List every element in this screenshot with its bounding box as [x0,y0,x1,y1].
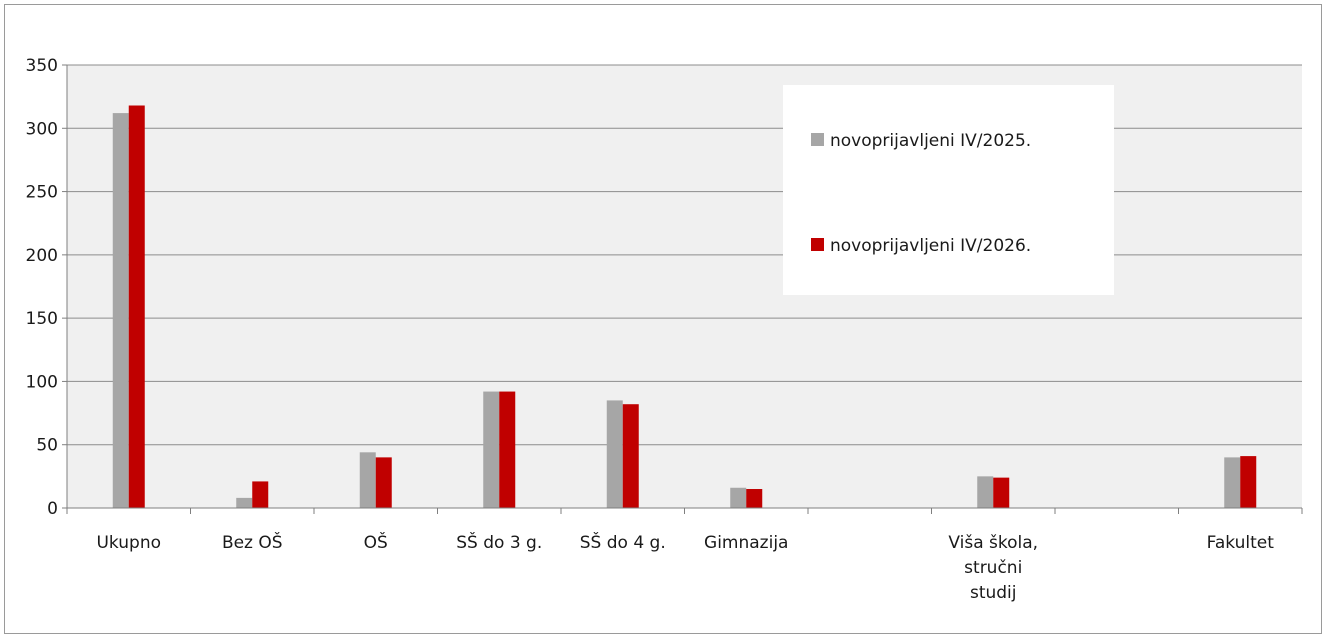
bar-chart: 312318821444092928582161525244041 050100… [26,56,1303,603]
bar: 8 [236,497,253,508]
bar: 40 [1224,457,1241,508]
bar: 24 [993,477,1010,508]
bar: 40 [375,457,392,508]
x-tick-label: Gimnazija [704,533,788,553]
legend-label: novoprijavljeni IV/2026. [830,236,1031,256]
x-tick-label: OŠ [364,531,388,553]
bar: 82 [622,404,639,508]
legend-swatch [811,133,824,146]
legend-swatch [811,238,824,251]
x-tick-label: SŠ do 4 g. [580,531,666,553]
y-tick-label: 250 [26,183,58,203]
y-tick-label: 100 [26,372,58,392]
bar: 92 [499,391,516,508]
bar: 92 [483,391,500,508]
x-tick-label: SŠ do 3 g. [456,531,542,553]
y-tick-label: 350 [26,56,58,76]
x-tick-label: Bez OŠ [222,531,283,553]
legend-box [783,85,1114,295]
legend-label: novoprijavljeni IV/2025. [830,131,1031,151]
bar: 318 [128,105,145,508]
bar: 44 [359,452,376,508]
bar: 21 [252,481,269,508]
bar: 312 [112,113,129,509]
x-tick-label: Ukupno [96,533,161,553]
y-tick-label: 50 [36,436,58,456]
x-tick-label: Viša škola, stručni studij [948,533,1038,603]
y-tick-label: 200 [26,246,58,266]
bar: 41 [1240,456,1257,508]
chart-frame: 312318821444092928582161525244041 050100… [4,4,1322,634]
y-tick-label: 0 [47,499,58,519]
bar: 85 [606,400,623,508]
bar: 25 [977,476,994,508]
bar: 15 [746,489,763,508]
bar: 16 [730,487,747,508]
plot-area [67,65,1302,508]
x-tick-label: Fakultet [1207,533,1275,553]
y-tick-label: 300 [26,119,58,139]
y-tick-label: 150 [26,309,58,329]
